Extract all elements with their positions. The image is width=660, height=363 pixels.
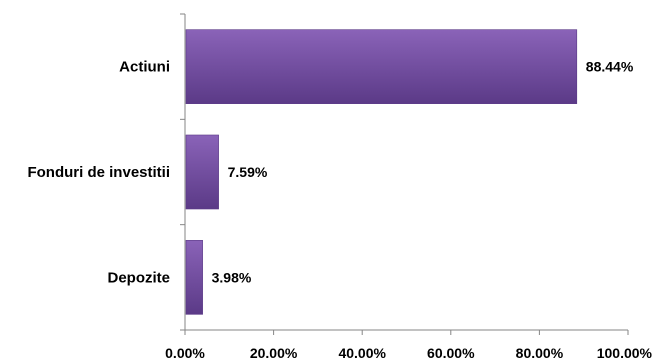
x-tick-label: 100.00% <box>597 345 653 361</box>
category-label: Depozite <box>107 269 170 286</box>
x-tick-label: 60.00% <box>427 345 475 361</box>
labels-layer: Actiuni 88.44% Fonduri de investitii 7.59% D… <box>27 59 652 361</box>
category-label: Fonduri de investitii <box>27 164 170 181</box>
axes-layer <box>180 13 629 335</box>
bar-2 <box>185 240 203 315</box>
x-tick-label: 0.00% <box>165 345 205 361</box>
x-tick-label: 20.00% <box>250 345 298 361</box>
data-label: 7.59% <box>228 164 268 180</box>
bar-0 <box>185 29 578 104</box>
x-tick-label: 80.00% <box>516 345 564 361</box>
data-label: 3.98% <box>212 269 252 285</box>
data-label: 88.44% <box>586 59 634 75</box>
x-tick-label: 40.00% <box>338 345 386 361</box>
bars-layer <box>185 29 578 315</box>
bar-1 <box>185 134 219 210</box>
category-label: Actiuni <box>119 59 170 76</box>
